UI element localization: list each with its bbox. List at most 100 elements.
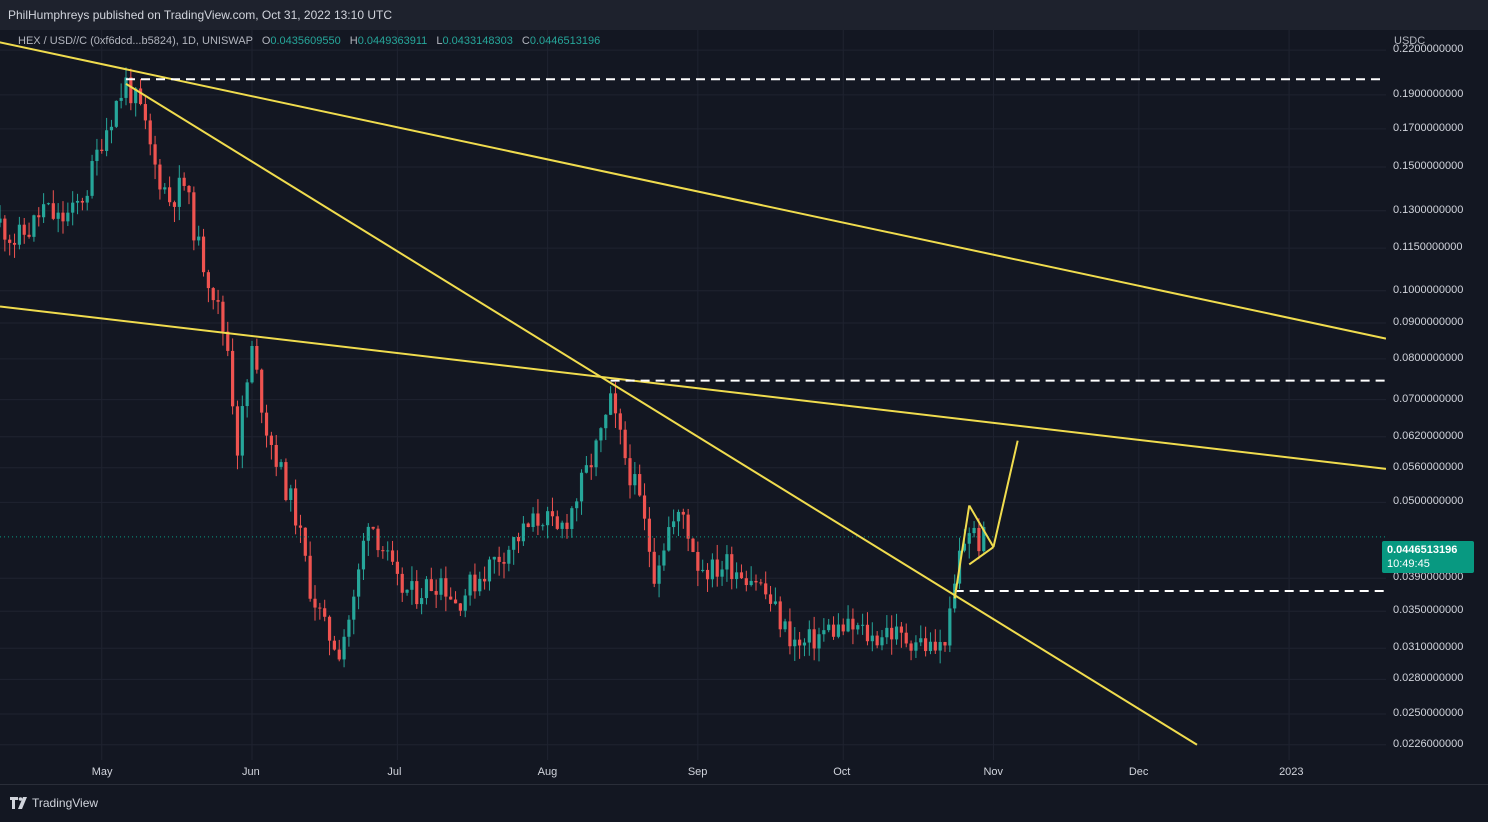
candle-body	[817, 634, 821, 649]
candle-body	[90, 161, 94, 196]
price-axis[interactable]	[1386, 30, 1488, 760]
close-value: 0.0446513196	[529, 35, 601, 47]
candle-body	[483, 578, 487, 582]
candle-body	[730, 554, 734, 580]
candle-body	[492, 556, 496, 560]
candle-body	[967, 533, 971, 544]
candle-body	[550, 511, 555, 517]
projection-line	[992, 440, 1019, 548]
candle-body	[822, 630, 826, 635]
candle-body	[541, 525, 545, 527]
candle-body	[938, 642, 942, 651]
candle-body	[749, 580, 753, 586]
price-tick-label: 0.0900000000	[1393, 315, 1464, 328]
candle-body	[279, 462, 283, 467]
candle-body	[623, 429, 627, 459]
candle-body	[604, 414, 608, 429]
candle-body	[570, 508, 574, 529]
symbol-name[interactable]: HEX / USD//C (0xf6dcd...b5824), 1D, UNIS…	[18, 35, 253, 47]
candle-body	[308, 555, 312, 599]
chart-pane[interactable]	[0, 30, 1386, 760]
candle-body	[376, 528, 380, 551]
candle-body	[129, 77, 133, 104]
candle-body	[361, 540, 366, 570]
candle-body	[919, 638, 923, 643]
candle-body	[589, 465, 593, 468]
candlestick-series	[0, 67, 986, 668]
candle-body	[381, 550, 385, 552]
price-tick-label: 0.1700000000	[1393, 121, 1464, 134]
candle-body	[972, 527, 976, 534]
candle-body	[555, 516, 559, 529]
candle-body	[51, 203, 55, 219]
candle-body	[255, 345, 259, 370]
price-chart[interactable]	[0, 30, 1488, 760]
candle-body	[579, 472, 584, 502]
candle-body	[221, 301, 225, 332]
candle-body	[827, 624, 831, 631]
candle-body	[284, 462, 288, 501]
trendline-drawings	[0, 41, 1387, 746]
candle-body	[599, 428, 603, 441]
candle-body	[211, 288, 215, 301]
candle-body	[526, 523, 530, 527]
candle-body	[739, 572, 744, 579]
candle-body	[594, 440, 598, 468]
tradingview-logo[interactable]: TradingView	[10, 796, 98, 810]
candle-body	[841, 624, 845, 632]
candle-body	[701, 569, 705, 571]
candle-body	[560, 522, 564, 529]
candle-body	[134, 88, 138, 104]
candle-body	[352, 596, 356, 620]
tradingview-logo-icon	[10, 797, 27, 809]
footer-bar	[0, 784, 1488, 822]
upper-resistance-trendline	[0, 41, 1387, 340]
price-tick-label: 0.1150000000	[1393, 241, 1463, 254]
top-bar	[0, 0, 1488, 30]
price-tick-label: 0.0310000000	[1393, 641, 1464, 654]
currency-label: USDC	[1394, 35, 1426, 47]
candle-body	[245, 382, 249, 407]
candle-body	[192, 192, 196, 241]
open-value: 0.0435609550	[270, 35, 341, 47]
candle-body	[710, 559, 714, 580]
candle-body	[424, 579, 429, 599]
candle-body	[22, 224, 26, 235]
candle-body	[904, 632, 908, 644]
candle-body	[138, 88, 143, 105]
candle-body	[105, 130, 109, 151]
candle-body	[114, 100, 118, 127]
candle-body	[516, 537, 521, 542]
candle-body	[807, 629, 811, 643]
candle-body	[613, 393, 618, 414]
candle-body	[909, 643, 913, 651]
candle-body	[327, 616, 332, 641]
candle-body	[66, 212, 70, 222]
candle-body	[681, 511, 685, 515]
candle-body	[764, 583, 768, 595]
high-value: 0.0449363911	[357, 35, 428, 47]
candle-body	[856, 625, 860, 630]
candle-body	[347, 619, 351, 637]
candle-body	[536, 513, 540, 526]
candle-body	[429, 579, 433, 592]
candle-body	[187, 185, 191, 193]
price-tick-label: 0.0250000000	[1393, 706, 1464, 719]
candle-body	[720, 569, 724, 577]
candle-body	[831, 624, 836, 637]
candle-body	[235, 406, 240, 456]
candle-body	[672, 521, 676, 528]
price-tick-label: 0.0500000000	[1393, 495, 1464, 508]
candle-body	[899, 626, 903, 633]
candle-body	[768, 594, 773, 604]
candle-body	[924, 638, 928, 652]
candle-body	[642, 495, 647, 519]
candle-body	[298, 525, 303, 528]
candle-body	[676, 511, 681, 522]
candle-body	[8, 239, 12, 243]
candle-body	[686, 514, 690, 539]
candle-body	[865, 624, 870, 642]
time-tick-label: 2023	[1279, 766, 1304, 778]
time-tick-label: Aug	[537, 766, 558, 778]
symbol-legend[interactable]: HEX / USD//C (0xf6dcd...b5824), 1D, UNIS…	[18, 35, 600, 47]
